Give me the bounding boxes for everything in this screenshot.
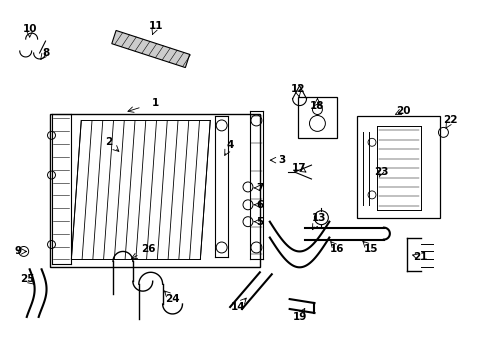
Text: 3: 3 [278,155,285,165]
Text: 19: 19 [292,312,306,322]
Text: 1: 1 [152,98,159,108]
Text: 21: 21 [412,252,427,262]
Text: 20: 20 [396,105,410,116]
Text: 23: 23 [373,167,387,177]
Text: 14: 14 [230,302,245,312]
Text: 5: 5 [256,217,263,227]
Text: 7: 7 [256,183,263,193]
Text: 17: 17 [292,163,306,173]
Text: 13: 13 [311,213,326,223]
Text: 2: 2 [105,137,112,147]
Bar [49,113,259,267]
Text: 10: 10 [22,24,37,34]
Bar [356,117,440,218]
Text: 15: 15 [363,244,378,255]
Text: 24: 24 [165,294,180,304]
Text: 26: 26 [141,244,156,255]
Text: 16: 16 [329,244,344,255]
Text: 4: 4 [226,140,233,150]
Text: 12: 12 [290,84,304,94]
Text: 25: 25 [20,274,35,284]
Polygon shape [112,31,189,68]
Text: 6: 6 [256,200,263,210]
Text: 11: 11 [148,21,163,31]
Text: 8: 8 [42,48,49,58]
Bar [297,96,337,138]
Text: 22: 22 [442,116,457,126]
Text: 18: 18 [309,100,324,111]
Text: 9: 9 [14,247,21,256]
